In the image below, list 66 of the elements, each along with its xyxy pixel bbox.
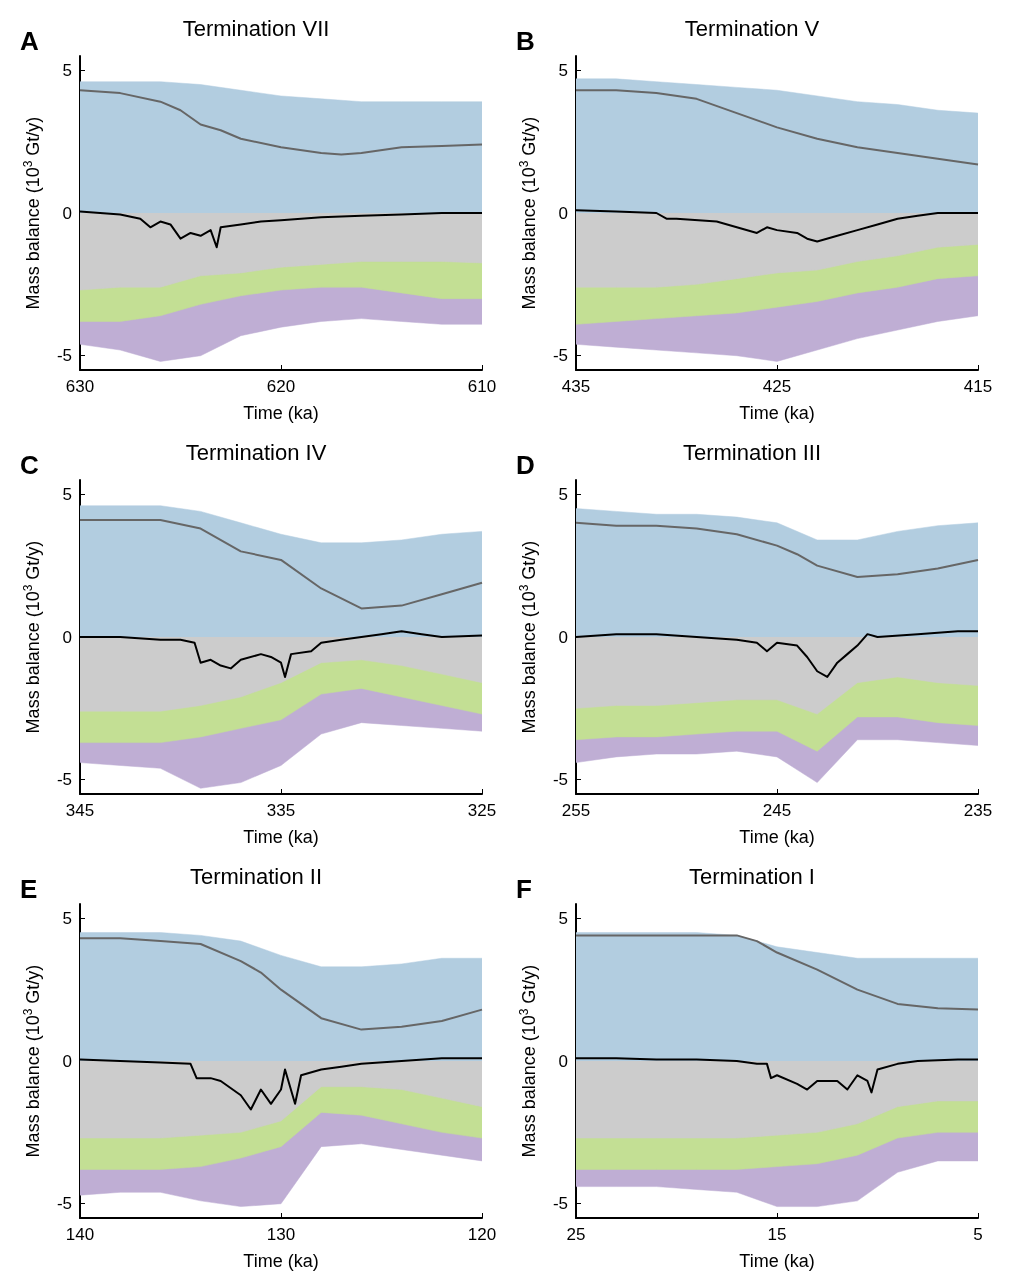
x-tick-label: 435 [561, 377, 591, 396]
x-axis-title: Time (ka) [243, 403, 319, 423]
text: E [20, 874, 38, 904]
x-tick-label: 235 [963, 801, 993, 820]
y-axis-title: Mass balance (103 Gt/y) [21, 964, 43, 1158]
y-tick-label: 0 [62, 203, 72, 223]
y-tick-label: 5 [558, 484, 568, 504]
chart-title: Termination IV [185, 439, 327, 465]
x-tick-label: 415 [963, 377, 993, 396]
x-axis-title: Time (ka) [739, 403, 815, 423]
x-tick-label: 335 [266, 801, 296, 820]
chart-title: Termination VII [182, 15, 330, 41]
chart-title: Termination III [682, 439, 822, 465]
y-tick-label: 0 [62, 1051, 72, 1071]
line-series [575, 89, 979, 166]
line-series [79, 518, 483, 610]
y-axis-title: Mass balance (103 Gt/y) [517, 540, 539, 734]
x-tick-label: 620 [266, 377, 296, 396]
y-axis-title: Mass balance (103 Gt/y) [517, 964, 539, 1158]
line-series [575, 521, 979, 579]
y-axis-title: Mass balance (103 Gt/y) [517, 116, 539, 310]
y-tick-label: 0 [62, 627, 72, 647]
x-axis-title: Time (ka) [243, 1251, 319, 1271]
x-tick-label: 630 [65, 377, 95, 396]
y-tick-label: -5 [552, 770, 568, 790]
text: B [516, 26, 535, 56]
y-tick-label: -5 [552, 1194, 568, 1214]
y-tick-label: 0 [558, 1051, 568, 1071]
x-tick-label: 5 [973, 1225, 983, 1244]
y-tick-label: 0 [558, 627, 568, 647]
y-tick-label: 5 [62, 60, 72, 80]
y-axis-title: Mass balance (103 Gt/y) [21, 540, 43, 734]
y-tick-label: -5 [552, 346, 568, 366]
chart-title: Termination II [189, 863, 323, 889]
x-tick-label: 25 [566, 1225, 586, 1244]
x-axis-title: Time (ka) [739, 827, 815, 847]
text: A [20, 26, 39, 56]
y-tick-label: -5 [56, 770, 72, 790]
x-tick-label: 345 [65, 801, 95, 820]
text: D [516, 450, 535, 480]
x-tick-label: 130 [266, 1225, 296, 1244]
line-series [79, 937, 483, 1031]
y-axis-title: Mass balance (103 Gt/y) [21, 116, 43, 310]
chart-title: Termination I [689, 863, 815, 889]
x-tick-label: 255 [561, 801, 591, 820]
x-tick-label: 15 [767, 1225, 787, 1244]
chart-title: Termination V [684, 15, 820, 41]
x-tick-label: 425 [762, 377, 792, 396]
line-series [79, 89, 483, 156]
x-tick-label: 120 [467, 1225, 497, 1244]
y-tick-label: 5 [558, 908, 568, 928]
y-tick-label: 5 [62, 484, 72, 504]
line-series [575, 934, 979, 1011]
y-tick-label: 5 [62, 908, 72, 928]
x-tick-label: 245 [762, 801, 792, 820]
y-tick-label: 5 [558, 60, 568, 80]
x-tick-label: 325 [467, 801, 497, 820]
x-tick-label: 140 [65, 1225, 95, 1244]
y-tick-label: -5 [56, 346, 72, 366]
x-axis-title: Time (ka) [243, 827, 319, 847]
y-tick-label: 0 [558, 203, 568, 223]
text: C [20, 450, 39, 480]
x-tick-label: 610 [467, 377, 497, 396]
text: F [516, 874, 532, 904]
x-axis-title: Time (ka) [739, 1251, 815, 1271]
y-tick-label: -5 [56, 1194, 72, 1214]
